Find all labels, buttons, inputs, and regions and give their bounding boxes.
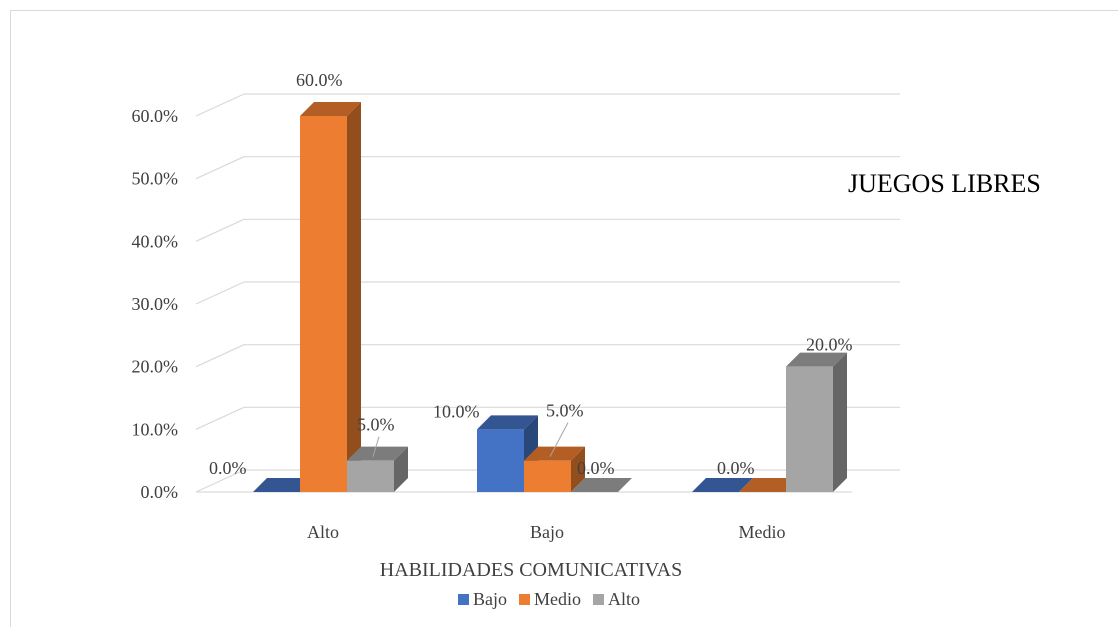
chart-frame — [10, 10, 1118, 627]
category-label: Bajo — [530, 522, 564, 542]
legend: Bajo Medio Alto — [458, 589, 640, 609]
data-label: 60.0% — [296, 70, 343, 90]
y-tick-label: 60.0% — [132, 106, 179, 126]
bar-bajo-medio — [692, 478, 753, 492]
gridline-depth — [195, 156, 245, 180]
bar-alto-medio — [786, 352, 847, 492]
x-axis: Alto Bajo Medio — [307, 522, 786, 542]
legend-label: Alto — [608, 589, 640, 609]
gridline-depth — [195, 281, 245, 305]
data-label: 0.0% — [209, 458, 247, 478]
leader-line — [372, 436, 380, 457]
data-label: 0.0% — [717, 458, 755, 478]
data-labels: 0.0% 60.0% 5.0% 10.0% 5.0% 0.0% 0.0% 20.0% — [209, 70, 853, 478]
bar-medio-bajo — [524, 446, 585, 492]
y-tick-label: 10.0% — [132, 419, 179, 439]
legend-label: Medio — [534, 589, 581, 609]
data-label: 10.0% — [433, 401, 480, 421]
legend-swatch — [458, 594, 469, 605]
bar-alto-bajo — [571, 478, 632, 492]
data-label: 5.0% — [546, 401, 584, 421]
category-label: Alto — [307, 522, 339, 542]
gridline-depth — [195, 344, 245, 368]
legend-item-alto: Alto — [593, 589, 640, 609]
data-label: 5.0% — [357, 415, 395, 435]
bars — [253, 102, 847, 492]
gridline-depth — [195, 218, 245, 242]
bar-bajo-alto — [253, 478, 314, 492]
bar-medio-alto — [300, 102, 361, 492]
legend-swatch — [593, 594, 604, 605]
legend-label: Bajo — [473, 589, 507, 609]
bar-alto-alto — [347, 446, 408, 492]
y-tick-label: 0.0% — [141, 482, 179, 502]
gridline-depth — [195, 469, 245, 493]
leader-line — [549, 422, 569, 457]
category-label: Medio — [739, 522, 786, 542]
y-tick-label: 30.0% — [132, 294, 179, 314]
x-axis-title: HABILIDADES COMUNICATIVAS — [380, 559, 682, 581]
y-tick-label: 20.0% — [132, 357, 179, 377]
data-label: 0.0% — [577, 458, 615, 478]
y-tick-label: 50.0% — [132, 169, 179, 189]
bar-medio-medio — [739, 478, 800, 492]
gridline-depth — [195, 406, 245, 430]
y-tick-label: 40.0% — [132, 231, 179, 251]
gridline-depth — [195, 93, 245, 117]
y-axis: 0.0% 10.0% 20.0% 30.0% 40.0% 50.0% 60.0% — [132, 106, 179, 502]
legend-item-bajo: Bajo — [458, 589, 507, 609]
chart-title: JUEGOS LIBRES — [848, 169, 1041, 198]
data-label: 20.0% — [806, 335, 853, 355]
legend-item-medio: Medio — [519, 589, 581, 609]
legend-swatch — [519, 594, 530, 605]
